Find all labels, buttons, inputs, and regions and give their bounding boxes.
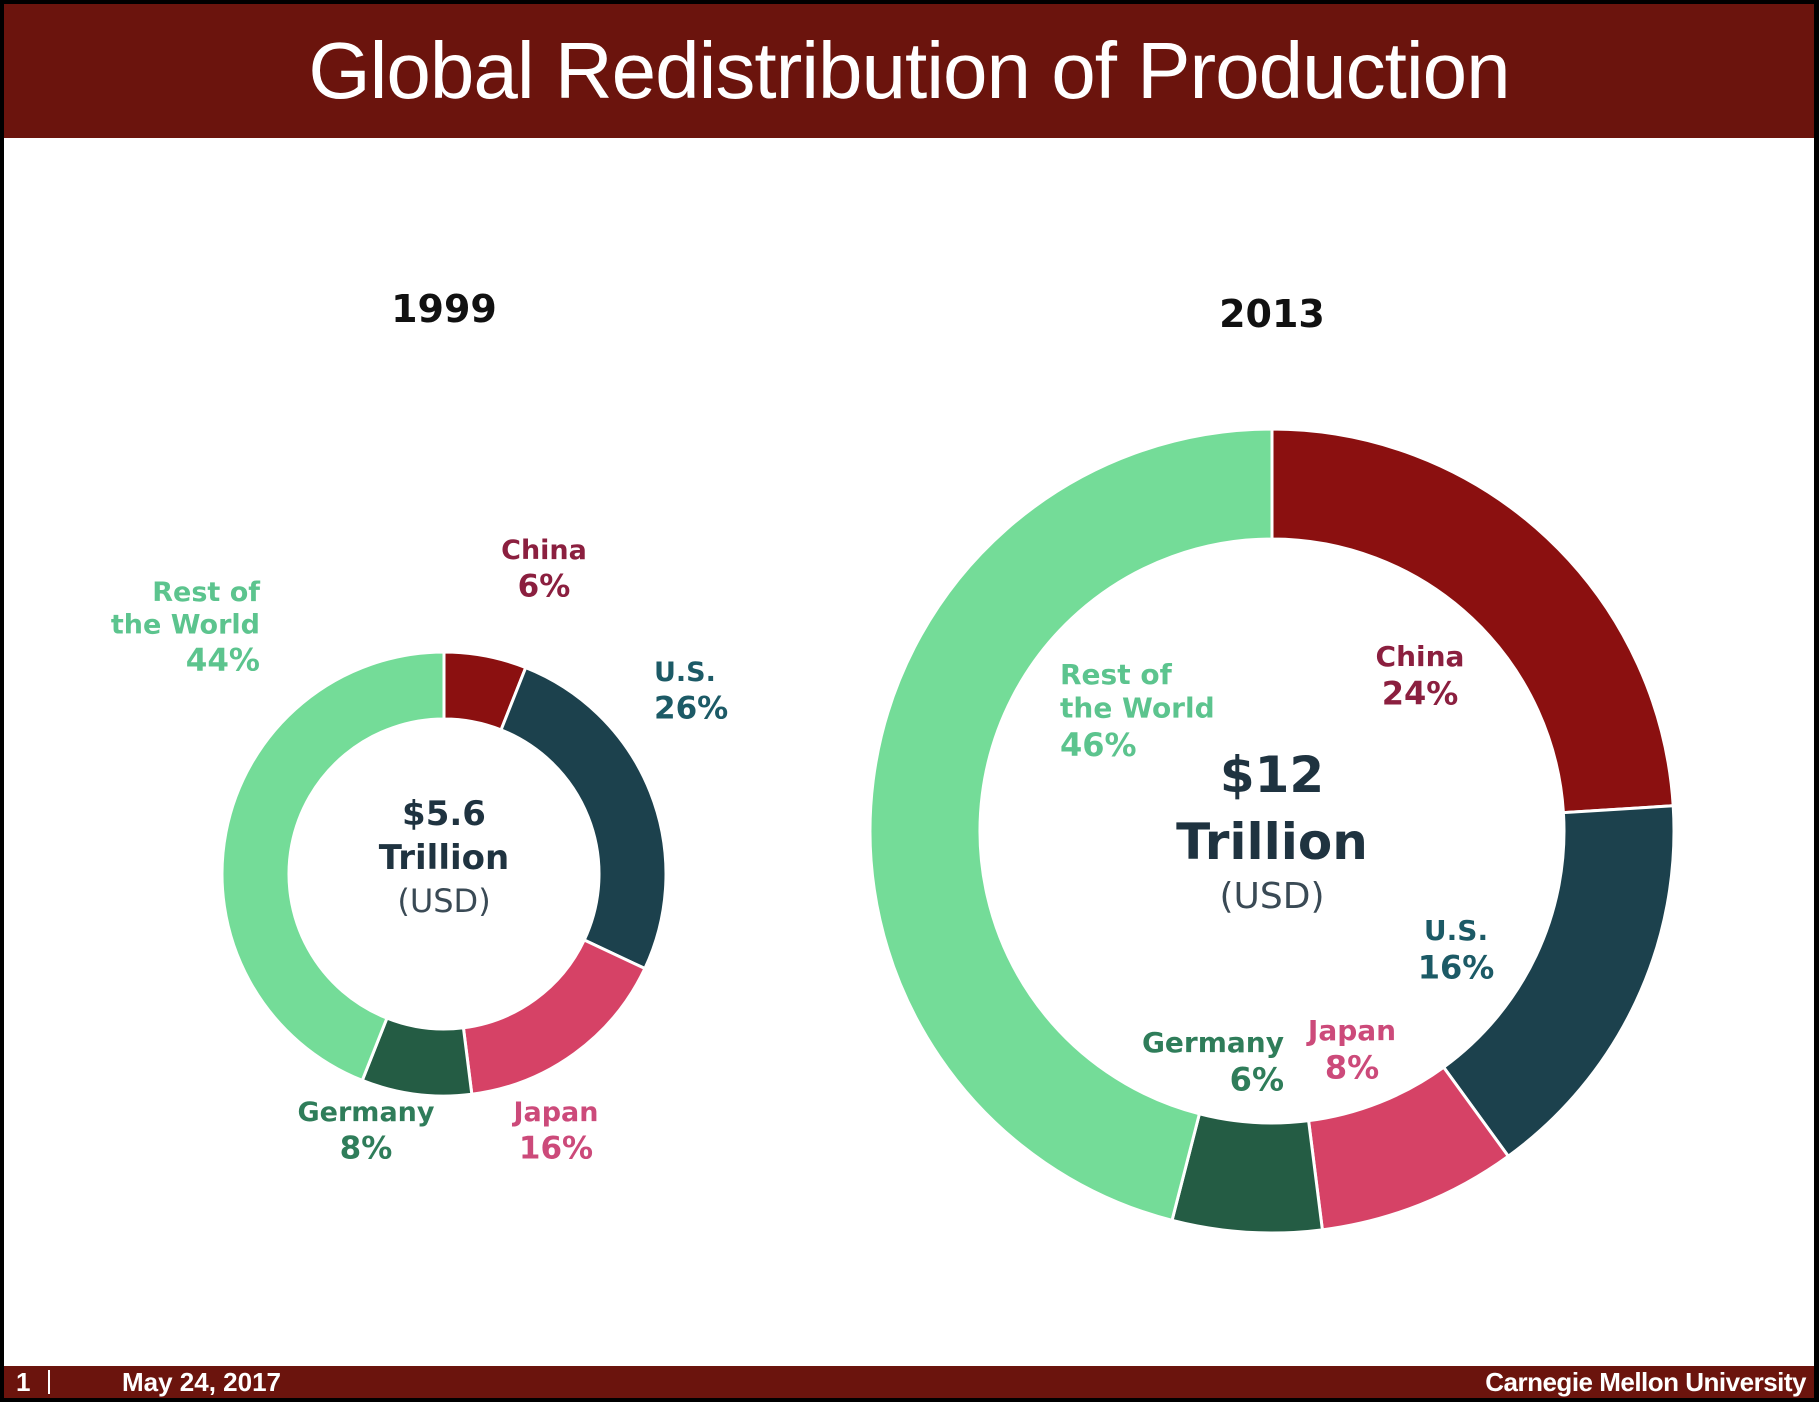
slice-percent: 44% [186, 643, 260, 679]
slice-percent: 8% [340, 1130, 393, 1166]
label-u-s: U.S.16% [1418, 914, 1495, 987]
slice-name: Rest of the World [1060, 658, 1215, 725]
slice-percent: 6% [1230, 1061, 1284, 1099]
footer-organization: Carnegie Mellon University [1485, 1367, 1806, 1397]
footer-divider [48, 1370, 50, 1394]
slice-u-s [499, 665, 668, 971]
page-title: Global Redistribution of Production [308, 26, 1510, 115]
slice-japan [461, 938, 647, 1096]
slice-china [1270, 427, 1675, 815]
footer-bar: 1 May 24, 2017 Carnegie Mellon Universit… [4, 1366, 1814, 1398]
slice-percent: 6% [518, 568, 571, 604]
footer-date: May 24, 2017 [122, 1367, 282, 1397]
slice-percent: 8% [1325, 1049, 1379, 1087]
slice-name: Germany [1142, 1026, 1284, 1059]
page-number: 1 [16, 1367, 31, 1397]
center-total-value: $12 [1220, 746, 1324, 804]
chart-year-label: 2013 [1219, 292, 1325, 336]
center-currency: (USD) [397, 882, 490, 920]
slice-name: China [1376, 640, 1465, 673]
center-currency: (USD) [1219, 876, 1324, 917]
chart-year-label: 1999 [391, 287, 497, 331]
slice-name: China [501, 535, 587, 566]
slice-name: Rest of the World [111, 577, 260, 640]
slice-percent: 16% [519, 1130, 593, 1166]
slice-rest-of-the-world [220, 650, 446, 1083]
center-total-unit: Trillion [379, 838, 509, 878]
slice-name: Japan [1306, 1014, 1396, 1047]
slice-name: Germany [298, 1097, 435, 1128]
label-u-s: U.S.26% [654, 657, 728, 726]
slice-name: Japan [511, 1097, 598, 1128]
slice-percent: 26% [654, 690, 728, 726]
title-bar: Global Redistribution of Production [4, 4, 1814, 138]
slide: Global Redistribution of Production 1999… [4, 4, 1814, 1398]
slice-name: U.S. [1424, 914, 1488, 947]
slice-rest-of-the-world [868, 427, 1274, 1223]
center-total-value: $5.6 [402, 794, 486, 834]
donut-charts: 1999$5.6Trillion(USD)China6%U.S.26%Japan… [111, 287, 1676, 1235]
slice-percent: 24% [1382, 675, 1459, 713]
center-total-unit: Trillion [1176, 813, 1368, 871]
slice-name: U.S. [654, 657, 716, 688]
slice-percent: 46% [1060, 726, 1137, 764]
slice-percent: 16% [1418, 949, 1495, 987]
